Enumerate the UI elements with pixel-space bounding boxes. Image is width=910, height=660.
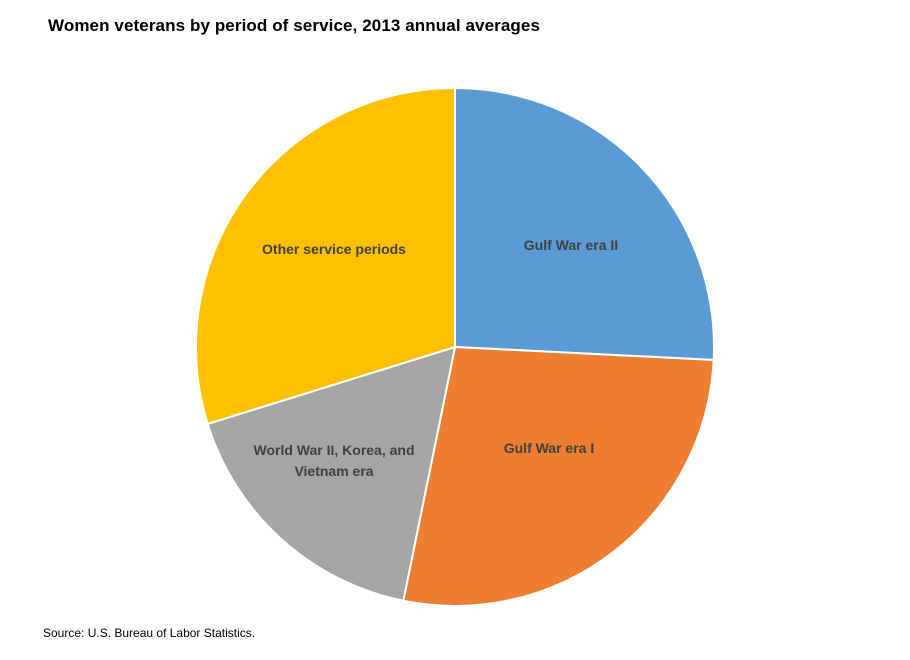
- source-note: Source: U.S. Bureau of Labor Statistics.: [43, 626, 256, 640]
- pie-slices: [195, 86, 715, 607]
- slice-label: Other service periods: [262, 241, 406, 257]
- pie-slice-gulf-war-era-ii: [454, 86, 715, 362]
- pie-labels: Gulf War era II Gulf War era I World War I…: [253, 237, 618, 479]
- chart-title: Women veterans by period of service, 201…: [48, 16, 540, 35]
- slice-label: Gulf War era II: [524, 237, 618, 253]
- slice-label: World War II, Korea, and Vietnam era: [253, 442, 414, 479]
- pie-slice-other-service-periods: [195, 86, 456, 426]
- pie-slice-world-war-ii-korea-and-vietnam-era: [206, 345, 457, 602]
- pie-slice-gulf-war-era-i: [402, 345, 715, 607]
- slice-label: Gulf War era I: [504, 440, 595, 456]
